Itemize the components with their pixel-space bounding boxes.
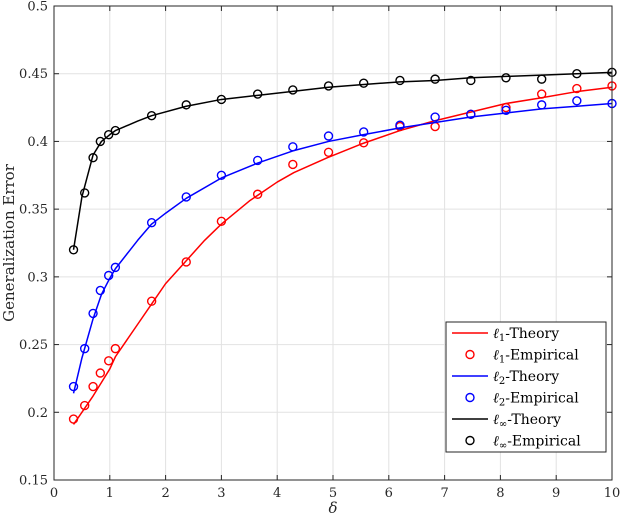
data-point-series-3 bbox=[146, 217, 157, 228]
legend: ℓ1-Theory ℓ1-Empirical ℓ2-Theory ℓ2-Empiric… bbox=[445, 321, 607, 453]
x-tick-label: 3 bbox=[217, 486, 225, 501]
data-point-series-1 bbox=[216, 216, 227, 227]
data-point-series-5 bbox=[95, 136, 106, 147]
data-point-series-5 bbox=[395, 75, 405, 86]
data-point-series-5 bbox=[252, 89, 263, 99]
x-tick-label: 2 bbox=[161, 486, 169, 501]
data-point-series-5 bbox=[68, 245, 79, 255]
data-point-series-5 bbox=[103, 129, 114, 140]
x-tick-label: 1 bbox=[106, 486, 114, 501]
data-point-series-1 bbox=[181, 257, 191, 267]
legend-entry-label: ℓ1-Empirical bbox=[493, 348, 579, 366]
data-point-series-3 bbox=[572, 96, 582, 106]
data-series bbox=[68, 67, 617, 425]
data-point-series-1 bbox=[95, 368, 106, 378]
data-point-series-5 bbox=[501, 73, 511, 83]
x-tick-label: 6 bbox=[385, 486, 393, 501]
y-tick-label: 0.15 bbox=[19, 474, 48, 489]
data-point-series-1 bbox=[536, 89, 547, 99]
data-point-series-1 bbox=[288, 159, 298, 170]
data-point-series-1 bbox=[88, 381, 98, 392]
data-point-series-3 bbox=[536, 100, 547, 110]
data-point-series-5 bbox=[181, 100, 191, 110]
data-point-series-5 bbox=[216, 94, 227, 105]
data-point-series-3 bbox=[68, 381, 79, 392]
x-tick-label: 4 bbox=[273, 486, 281, 501]
y-tick-label: 0.2 bbox=[27, 406, 48, 421]
y-tick-label: 0.35 bbox=[19, 203, 48, 218]
data-point-series-3 bbox=[110, 262, 121, 273]
data-point-series-5 bbox=[146, 110, 157, 121]
data-point-series-3 bbox=[252, 155, 263, 166]
data-point-series-3 bbox=[501, 105, 511, 115]
legend-entry-label: ℓ∞-Empirical bbox=[493, 434, 581, 452]
data-point-series-3 bbox=[181, 192, 191, 202]
series-line-0 bbox=[72, 86, 613, 425]
x-tick-label: 10 bbox=[604, 486, 621, 501]
x-tick-label: 8 bbox=[496, 486, 504, 501]
data-point-series-3 bbox=[288, 142, 298, 152]
y-tick-label: 0.25 bbox=[19, 338, 48, 353]
data-point-series-5 bbox=[358, 78, 369, 88]
x-axis-ticks: 0 1 2 3 4 5 6 7 8 9 10 bbox=[50, 6, 620, 501]
y-tick-label: 0.4 bbox=[27, 135, 48, 150]
y-tick-label: 0.5 bbox=[27, 0, 48, 15]
data-point-series-5 bbox=[110, 125, 121, 136]
data-point-series-5 bbox=[88, 152, 98, 163]
legend-entry-label: ℓ2-Empirical bbox=[493, 391, 579, 409]
data-point-series-3 bbox=[88, 308, 98, 319]
data-point-series-3 bbox=[323, 131, 334, 141]
data-point-series-5 bbox=[536, 74, 547, 84]
legend-entry-label: ℓ∞-Theory bbox=[493, 412, 561, 430]
data-point-series-5 bbox=[323, 81, 334, 91]
data-point-series-5 bbox=[288, 85, 298, 95]
data-point-series-1 bbox=[501, 102, 511, 113]
data-point-series-3 bbox=[358, 127, 369, 137]
x-axis-label: δ bbox=[328, 499, 337, 517]
x-tick-label: 5 bbox=[329, 486, 337, 501]
legend-marker-swatch bbox=[465, 435, 475, 446]
data-point-series-1 bbox=[103, 356, 114, 366]
plot-frame bbox=[53, 5, 613, 481]
data-point-series-3 bbox=[79, 343, 90, 354]
data-point-series-3 bbox=[103, 270, 114, 281]
x-tick-label: 7 bbox=[440, 486, 448, 501]
y-axis-label: Generalization Error bbox=[0, 163, 18, 322]
x-tick-label: 9 bbox=[552, 486, 560, 501]
data-point-series-3 bbox=[466, 109, 476, 120]
data-point-series-5 bbox=[572, 69, 582, 79]
series-line-2 bbox=[72, 102, 613, 394]
y-tick-label: 0.45 bbox=[19, 67, 48, 82]
data-point-series-3 bbox=[95, 285, 106, 296]
data-point-series-5 bbox=[430, 74, 440, 84]
data-point-series-1 bbox=[358, 138, 369, 148]
legend-marker-swatch bbox=[465, 349, 475, 360]
legend-entry-label: ℓ1-Theory bbox=[493, 326, 559, 344]
data-point-series-1 bbox=[323, 147, 334, 157]
data-point-series-1 bbox=[146, 296, 157, 306]
x-tick-label: 0 bbox=[50, 486, 58, 501]
y-tick-label: 0.3 bbox=[27, 270, 48, 285]
data-point-series-5 bbox=[466, 75, 476, 86]
data-point-series-1 bbox=[252, 189, 263, 199]
data-point-series-1 bbox=[110, 343, 121, 354]
data-point-series-1 bbox=[572, 83, 582, 94]
data-point-series-1 bbox=[68, 414, 79, 424]
data-point-series-3 bbox=[430, 112, 440, 122]
legend-box bbox=[445, 321, 607, 453]
data-point-series-1 bbox=[79, 400, 90, 411]
legend-entry-label: ℓ2-Theory bbox=[493, 369, 559, 387]
legend-marker-swatch bbox=[465, 392, 475, 403]
data-point-series-3 bbox=[395, 120, 405, 130]
data-point-series-5 bbox=[79, 188, 90, 198]
data-point-series-3 bbox=[216, 170, 227, 180]
